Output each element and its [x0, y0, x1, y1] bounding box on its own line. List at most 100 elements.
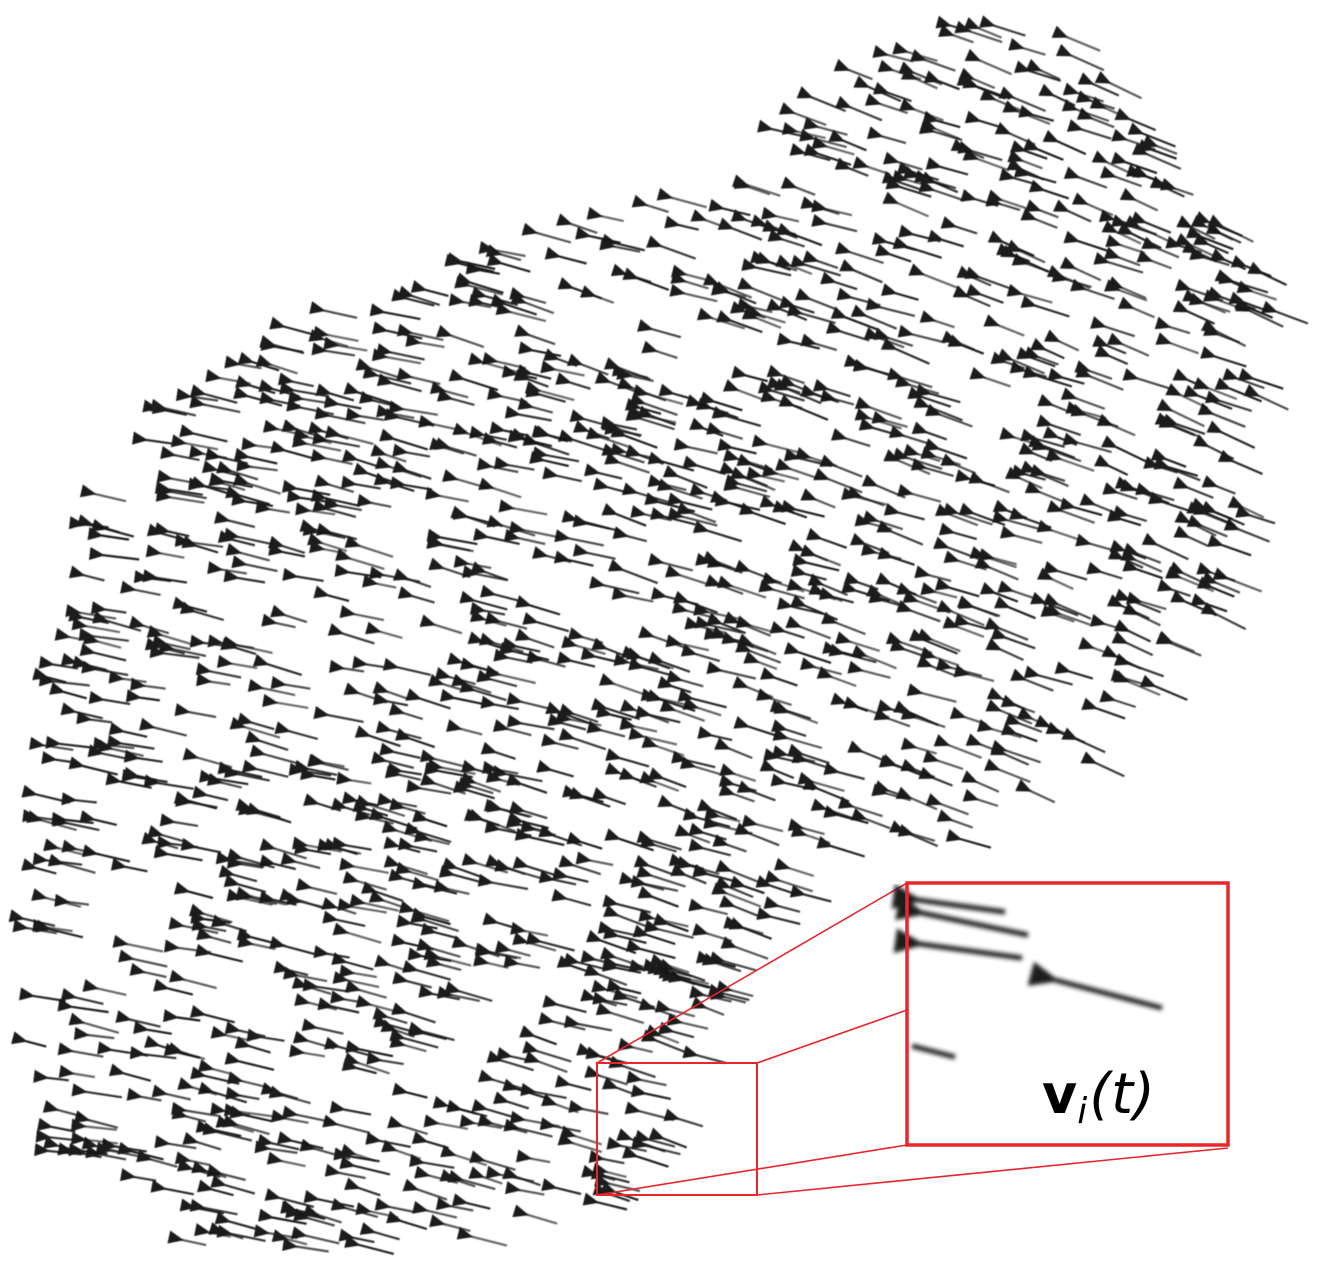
velocity-arrow — [484, 611, 528, 630]
velocity-arrow — [382, 657, 431, 676]
velocity-arrow — [837, 796, 883, 818]
velocity-arrow — [900, 707, 946, 729]
velocity-arrow — [786, 303, 836, 325]
velocity-arrow — [518, 341, 562, 357]
velocity-arrow — [411, 907, 451, 926]
velocity-arrow — [420, 772, 466, 795]
velocity-arrow — [1043, 560, 1088, 581]
velocity-arrow — [646, 235, 696, 260]
velocity-arrow — [942, 615, 985, 638]
velocity-arrow — [800, 384, 840, 404]
velocity-arrow — [896, 161, 940, 181]
velocity-arrow — [345, 1040, 394, 1058]
velocity-arrow — [366, 1051, 404, 1066]
velocity-arrow — [1155, 332, 1199, 355]
velocity-arrow — [950, 138, 985, 160]
velocity-arrow — [313, 585, 350, 602]
velocity-arrow — [828, 643, 877, 664]
velocity-arrow — [618, 767, 657, 788]
velocity-arrow — [672, 590, 718, 614]
velocity-arrow — [802, 117, 848, 136]
velocity-arrow — [1186, 501, 1233, 526]
velocity-arrow — [1234, 299, 1284, 328]
velocity-arrow — [515, 595, 561, 616]
velocity-arrow — [455, 272, 504, 294]
velocity-arrow — [786, 578, 836, 601]
velocity-arrow — [591, 637, 637, 662]
velocity-arrow — [745, 304, 786, 324]
velocity-arrow — [723, 916, 764, 935]
velocity-arrow — [538, 824, 583, 847]
velocity-arrow — [1094, 70, 1142, 100]
velocity-arrow — [704, 806, 741, 823]
velocity-arrow — [1044, 603, 1091, 626]
velocity-arrow — [390, 933, 434, 951]
velocity-arrow — [179, 424, 228, 443]
velocity-arrow — [1075, 365, 1124, 391]
velocity-arrow — [985, 699, 1033, 725]
velocity-arrow — [344, 979, 387, 999]
velocity-arrow — [910, 49, 956, 72]
velocity-arrow — [195, 1119, 242, 1138]
velocity-arrow — [639, 770, 680, 792]
velocity-arrow — [731, 365, 768, 383]
velocity-arrow — [280, 852, 321, 870]
velocity-arrow — [493, 456, 535, 471]
velocity-arrow — [936, 809, 974, 829]
velocity-arrow — [1047, 367, 1085, 385]
velocity-arrow — [32, 667, 67, 684]
velocity-arrow — [71, 1083, 123, 1099]
velocity-arrow — [925, 793, 969, 816]
velocity-arrow — [469, 1150, 516, 1171]
velocity-arrow — [210, 914, 247, 933]
velocity-arrow — [201, 460, 240, 477]
velocity-arrow — [566, 353, 609, 376]
velocity-arrow — [153, 845, 203, 862]
velocity-arrow — [540, 1093, 579, 1114]
velocity-arrow — [647, 767, 687, 789]
velocity-arrow — [155, 488, 205, 504]
velocity-arrow — [658, 383, 693, 400]
velocity-arrow — [597, 920, 641, 938]
velocity-arrow — [270, 604, 308, 624]
velocity-arrow — [1036, 414, 1082, 437]
velocity-arrow — [179, 601, 225, 622]
velocity-arrow — [918, 179, 965, 202]
velocity-arrow — [210, 1175, 256, 1195]
velocity-arrow — [345, 407, 384, 421]
velocity-arrow — [206, 772, 243, 789]
velocity-arrow — [637, 885, 679, 908]
velocity-arrow — [736, 780, 776, 802]
velocity-arrow — [441, 469, 489, 490]
velocity-arrow — [388, 400, 438, 416]
velocity-arrow — [392, 568, 432, 589]
velocity-arrow — [392, 971, 432, 989]
velocity-arrow — [220, 637, 257, 656]
velocity-arrow — [733, 716, 777, 737]
velocity-arrow — [1042, 129, 1087, 156]
velocity-arrow — [380, 1019, 415, 1038]
velocity-arrow — [493, 648, 533, 664]
velocity-subscript: i — [1077, 1091, 1087, 1132]
velocity-arrow — [395, 861, 440, 882]
velocity-arrow — [1028, 179, 1070, 200]
velocity-arrow — [900, 67, 938, 90]
velocity-arrow — [168, 969, 217, 990]
velocity-arrow — [640, 834, 677, 853]
velocity-arrow — [1074, 360, 1113, 380]
velocity-arrow — [282, 1105, 333, 1124]
velocity-arrow — [207, 561, 247, 575]
velocity-arrow — [790, 564, 827, 581]
velocity-arrow — [670, 863, 707, 885]
velocity-arrow — [1105, 234, 1146, 254]
velocity-arrow — [469, 601, 506, 616]
velocity-arrow — [699, 391, 743, 412]
velocity-arrow — [1136, 249, 1172, 270]
velocity-arrow — [1174, 278, 1224, 302]
velocity-arrow — [167, 1042, 206, 1061]
velocity-arrow — [206, 1164, 246, 1182]
velocity-arrow — [583, 963, 628, 987]
velocity-arrow — [888, 820, 939, 848]
velocity-arrow — [406, 779, 452, 795]
velocity-arrow — [759, 667, 798, 687]
